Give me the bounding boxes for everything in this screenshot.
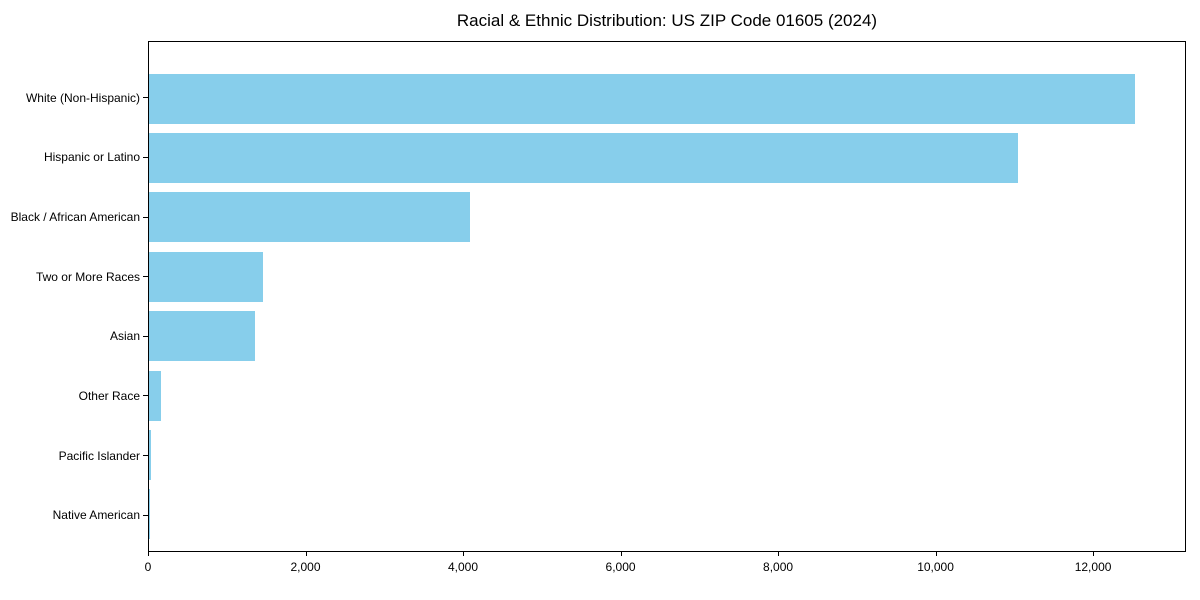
y-tick-mark bbox=[143, 97, 148, 99]
bar bbox=[149, 311, 256, 362]
y-tick-mark bbox=[143, 395, 148, 397]
bar-row bbox=[149, 307, 1185, 366]
chart-title: Racial & Ethnic Distribution: US ZIP Cod… bbox=[456, 11, 878, 30]
x-tick-label: 0 bbox=[144, 560, 152, 574]
y-tick-mark bbox=[143, 276, 148, 278]
y-label-row: Hispanic or Latino bbox=[0, 128, 148, 188]
x-tick-mark bbox=[305, 552, 307, 556]
y-tick-mark bbox=[143, 216, 148, 218]
x-tick-label: 12,000 bbox=[1074, 560, 1112, 574]
bar-row bbox=[149, 128, 1185, 187]
bar bbox=[149, 251, 263, 302]
bar-row bbox=[149, 425, 1185, 484]
y-tick-mark bbox=[143, 455, 148, 457]
bar-row bbox=[149, 485, 1185, 544]
y-tick-mark bbox=[143, 156, 148, 158]
plot-area bbox=[148, 41, 1186, 552]
x-axis: 0 2,000 4,000 6,000 8,000 10,000 12,000 bbox=[144, 552, 1186, 592]
y-tick-label: Black / African American bbox=[10, 210, 140, 225]
bar-row bbox=[149, 188, 1185, 247]
bar bbox=[149, 192, 470, 243]
y-label-row: White (Non-Hispanic) bbox=[0, 68, 148, 128]
y-axis-labels: White (Non-Hispanic) Hispanic or Latino Bl… bbox=[0, 68, 148, 545]
x-tick-label: 4,000 bbox=[448, 560, 479, 574]
y-tick-label: Asian bbox=[109, 329, 140, 344]
x-tick-label: 2,000 bbox=[290, 560, 321, 574]
bar bbox=[149, 370, 161, 421]
x-tick-label: 10,000 bbox=[917, 560, 954, 574]
bar-row bbox=[149, 69, 1185, 128]
bar bbox=[149, 489, 150, 540]
x-tick-mark bbox=[935, 552, 937, 556]
y-tick-label: Other Race bbox=[78, 388, 140, 403]
x-tick-mark bbox=[778, 552, 780, 556]
y-label-row: Two or More Races bbox=[0, 247, 148, 307]
y-label-row: Asian bbox=[0, 307, 148, 367]
x-tick-label: 8,000 bbox=[763, 560, 794, 574]
y-label-row: Black / African American bbox=[0, 187, 148, 247]
x-tick-mark bbox=[463, 552, 465, 556]
bar bbox=[149, 73, 1136, 124]
y-tick-label: White (Non-Hispanic) bbox=[25, 90, 140, 105]
y-tick-label: Native American bbox=[52, 508, 140, 523]
bars-container bbox=[149, 69, 1185, 544]
y-label-row: Pacific Islander bbox=[0, 426, 148, 486]
bar bbox=[149, 429, 151, 480]
y-tick-mark bbox=[143, 335, 148, 337]
x-tick-mark bbox=[1093, 552, 1095, 556]
y-label-row: Other Race bbox=[0, 366, 148, 426]
y-tick-mark bbox=[143, 514, 148, 516]
bar-row bbox=[149, 247, 1185, 306]
x-tick-label: 6,000 bbox=[605, 560, 636, 574]
x-tick-mark bbox=[148, 552, 149, 556]
y-label-row: Native American bbox=[0, 485, 148, 545]
bar-row bbox=[149, 366, 1185, 425]
x-tick-mark bbox=[620, 552, 622, 556]
y-tick-label: Two or More Races bbox=[35, 269, 140, 284]
bar bbox=[149, 133, 1018, 184]
y-tick-label: Pacific Islander bbox=[58, 448, 140, 463]
y-tick-label: Hispanic or Latino bbox=[43, 150, 140, 165]
